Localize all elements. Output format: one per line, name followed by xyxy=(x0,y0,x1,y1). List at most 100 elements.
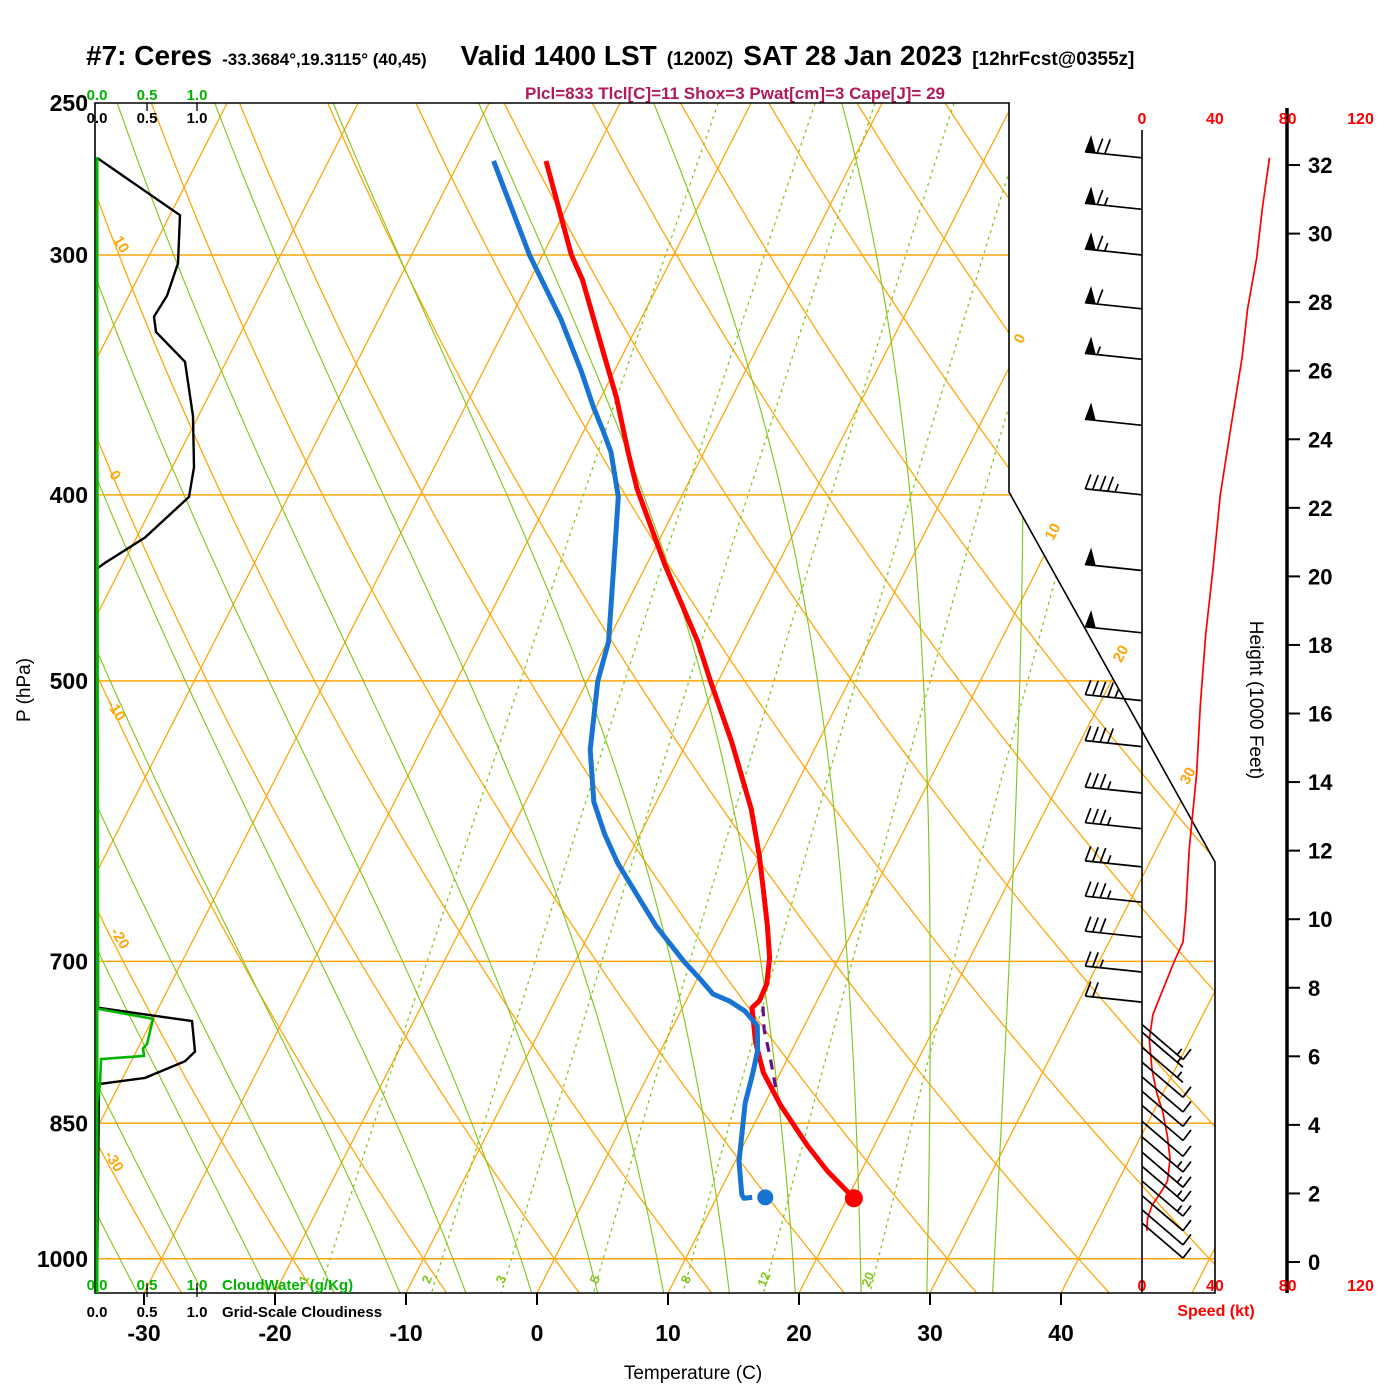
svg-text:10: 10 xyxy=(655,1320,681,1346)
svg-text:120: 120 xyxy=(1347,1278,1374,1295)
svg-text:32: 32 xyxy=(1308,153,1332,178)
moist-adiabat xyxy=(95,103,207,1293)
svg-text:1.0: 1.0 xyxy=(187,1304,208,1321)
svg-text:0: 0 xyxy=(1138,111,1147,128)
svg-text:10: 10 xyxy=(1308,907,1332,932)
dry-adiabat xyxy=(591,103,1215,1293)
isotherm xyxy=(405,103,1014,1293)
wind-barb xyxy=(1084,807,1143,830)
dry-adiabat xyxy=(1032,103,1215,1293)
svg-text:10: 10 xyxy=(109,233,132,256)
svg-text:20: 20 xyxy=(1308,564,1332,589)
svg-text:Grid-Scale Cloudiness: Grid-Scale Cloudiness xyxy=(222,1304,382,1321)
svg-text:2: 2 xyxy=(1308,1181,1320,1206)
valid-date: SAT 28 Jan 2023 xyxy=(743,40,963,71)
wind-barb xyxy=(1085,189,1143,211)
moist-adiabat xyxy=(95,103,469,1293)
moist-adiabat xyxy=(95,103,338,1293)
wind-barb xyxy=(1141,1209,1192,1246)
svg-text:Speed (kt): Speed (kt) xyxy=(1177,1303,1254,1320)
svg-text:24: 24 xyxy=(1308,427,1333,452)
wind-barb xyxy=(1084,881,1143,904)
barb-pennant xyxy=(1084,186,1096,205)
svg-text:0.5: 0.5 xyxy=(137,110,158,127)
svg-text:18: 18 xyxy=(1308,633,1332,658)
barb-pennant xyxy=(1084,134,1096,154)
moist-adiabat xyxy=(95,103,273,1293)
svg-text:20: 20 xyxy=(786,1320,812,1346)
svg-text:700: 700 xyxy=(50,948,88,974)
barb-pennant xyxy=(1084,402,1096,421)
wind-barb xyxy=(1141,1104,1192,1142)
surface-dewpoint-dot xyxy=(757,1189,774,1206)
isotherm xyxy=(95,103,359,1293)
svg-text:8: 8 xyxy=(678,1273,695,1285)
wind-barb xyxy=(1141,1023,1192,1061)
background-lines xyxy=(95,103,1215,1293)
svg-text:0: 0 xyxy=(1308,1250,1320,1275)
svg-text:500: 500 xyxy=(50,668,88,694)
wind-barb xyxy=(1084,916,1143,939)
svg-text:5: 5 xyxy=(587,1273,604,1285)
wind-barb xyxy=(1141,1151,1192,1188)
moist-adiabat xyxy=(653,103,862,1293)
svg-text:10: 10 xyxy=(1042,521,1065,544)
plot-border xyxy=(94,102,1216,1294)
moist-adiabat xyxy=(841,103,931,1293)
dry-adiabat xyxy=(150,103,851,1293)
svg-text:-20: -20 xyxy=(107,925,133,952)
dry-adiabat xyxy=(503,103,1215,1293)
wind-barb xyxy=(1141,1194,1192,1232)
wind-barb xyxy=(1141,1076,1192,1113)
wind-barb xyxy=(1085,563,1143,572)
wind-barb xyxy=(1141,1222,1192,1259)
moist-adiabat xyxy=(332,103,731,1293)
svg-text:2: 2 xyxy=(419,1273,436,1285)
isotherm xyxy=(798,103,1215,1293)
svg-text:40: 40 xyxy=(1206,1278,1224,1295)
svg-text:1.0: 1.0 xyxy=(187,87,208,104)
cloud-water-curve xyxy=(95,167,155,1293)
svg-text:22: 22 xyxy=(1308,496,1332,521)
dewpoint-curve xyxy=(491,160,761,1201)
dry-adiabat xyxy=(95,103,718,1293)
barb-pennant xyxy=(1084,336,1096,355)
barb-pennant xyxy=(1084,547,1096,567)
svg-text:-10: -10 xyxy=(389,1320,422,1346)
wind-barb xyxy=(1085,346,1143,361)
wind-barb xyxy=(1141,1165,1192,1203)
chart-header: #7: Ceres -33.3684°,19.3115° (40,45) Val… xyxy=(86,40,1134,72)
mixing-ratio-line xyxy=(590,103,955,1293)
wind-barb xyxy=(1084,679,1143,702)
svg-text:120: 120 xyxy=(1347,111,1374,128)
isotherm xyxy=(274,103,883,1293)
dry-adiabat xyxy=(95,103,585,1293)
svg-text:40: 40 xyxy=(1206,111,1224,128)
isotherm xyxy=(95,103,228,1293)
valid-time: Valid 1400 LST xyxy=(460,40,657,71)
svg-text:40: 40 xyxy=(1048,1320,1074,1346)
svg-text:0: 0 xyxy=(1011,331,1030,346)
wind-barb xyxy=(1141,1031,1184,1068)
svg-text:0: 0 xyxy=(531,1320,544,1346)
svg-text:3: 3 xyxy=(493,1273,510,1285)
wind-barb xyxy=(1085,235,1143,256)
moist-adiabat xyxy=(116,103,600,1293)
mixing-ratio-line xyxy=(428,103,816,1293)
wind-barb xyxy=(1085,289,1143,310)
valid-zulu: (1200Z) xyxy=(666,49,734,70)
wind-barb xyxy=(1141,1180,1192,1217)
svg-text:-30: -30 xyxy=(127,1320,160,1346)
station-title: #7: Ceres xyxy=(86,40,213,71)
wind-barb xyxy=(1141,1061,1192,1098)
wind-barb xyxy=(1084,725,1143,748)
svg-text:P (hPa): P (hPa) xyxy=(14,658,35,722)
svg-text:80: 80 xyxy=(1279,1278,1297,1295)
parcel-curve xyxy=(761,1002,778,1088)
wind-speed-curve xyxy=(1146,157,1271,1231)
svg-text:0.0: 0.0 xyxy=(87,1277,108,1294)
wind-barb xyxy=(1085,418,1143,427)
